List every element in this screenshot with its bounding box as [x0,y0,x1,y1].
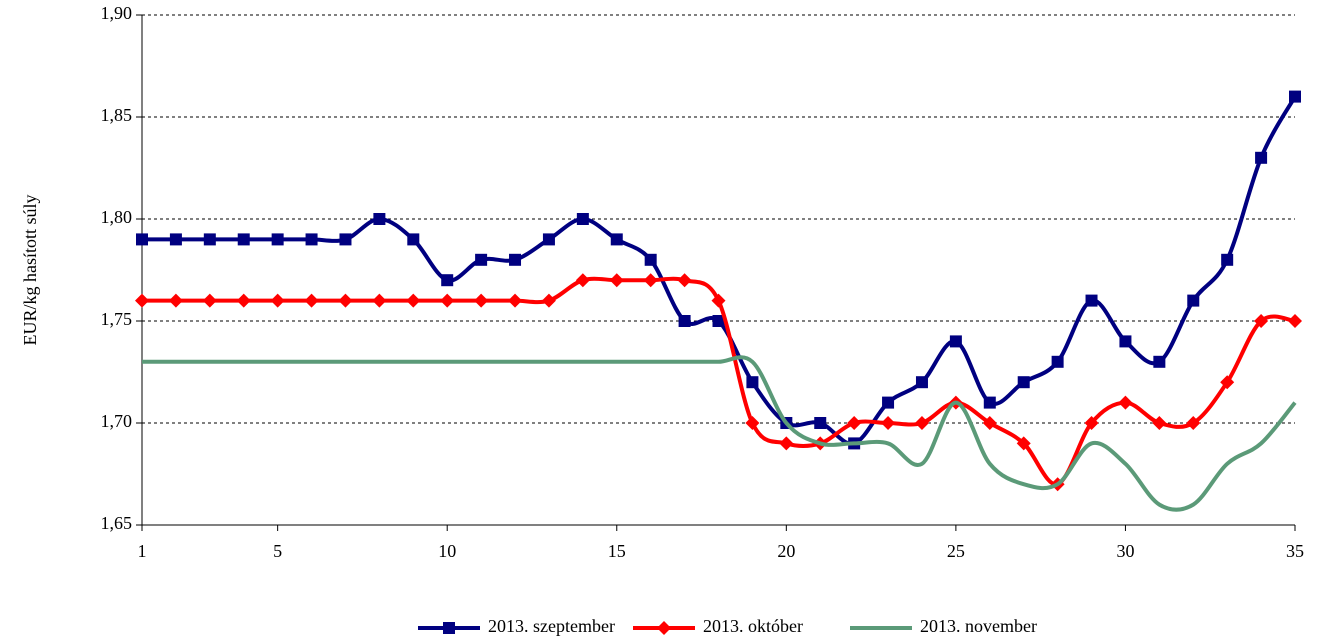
marker [270,293,285,308]
marker [542,233,555,246]
x-tick-label: 5 [273,541,282,561]
x-tick-label: 30 [1116,541,1134,561]
marker [644,253,657,266]
series-line [141,276,1296,487]
marker [609,273,624,288]
marker [236,293,251,308]
series-line [141,355,1297,512]
marker [746,376,759,389]
marker [847,416,862,430]
marker [440,293,455,308]
marker [202,293,217,308]
marker [237,233,250,246]
marker [1187,294,1200,307]
marker [168,293,183,308]
marker [407,233,420,246]
marker [678,315,691,327]
marker [1085,294,1098,307]
x-tick-label: 25 [947,541,965,561]
y-tick-label: 1,85 [101,105,133,125]
marker [1288,314,1302,328]
marker [643,273,658,288]
marker [881,416,896,430]
marker [339,233,352,246]
marker [1254,314,1269,328]
marker [304,293,319,308]
marker [372,293,387,308]
marker [814,417,827,429]
marker [443,622,455,634]
y-tick-label: 1,80 [101,207,133,227]
marker [1119,335,1132,348]
marker [169,233,182,246]
y-axis-label: EUR/kg hasított súly [20,194,40,345]
legend-label: 2013. szeptember [488,616,615,636]
x-tick-label: 15 [608,541,626,561]
marker [1220,375,1235,390]
marker [677,273,692,288]
x-tick-label: 1 [138,541,147,561]
marker [1152,416,1167,430]
marker [441,274,454,287]
marker [1221,253,1234,266]
marker [914,416,929,430]
y-tick-label: 1,65 [101,513,133,533]
marker [474,293,489,308]
marker [203,233,216,246]
y-tick-label: 1,90 [101,3,133,23]
marker [475,253,488,266]
marker [1186,416,1201,430]
marker [406,293,421,308]
series-line [142,95,1297,446]
legend-label: 2013. október [703,616,803,636]
marker [136,233,148,246]
y-tick-label: 1,75 [101,309,133,329]
marker [575,273,590,288]
marker [983,396,996,409]
marker [949,335,962,348]
marker [982,416,997,430]
marker [657,621,671,635]
marker [509,253,522,266]
marker [1153,355,1166,368]
marker [1017,376,1030,389]
x-tick-label: 35 [1286,541,1304,561]
y-tick-label: 1,70 [101,411,133,431]
marker [882,396,895,409]
marker [712,315,725,327]
marker [305,233,318,246]
marker [711,293,726,308]
x-tick-label: 20 [777,541,795,561]
marker [576,213,589,225]
marker [1084,416,1099,430]
marker [1051,355,1064,368]
marker [541,293,556,308]
marker [779,436,794,451]
marker [745,416,760,430]
marker [338,293,353,308]
marker [1289,90,1301,103]
marker [1255,151,1268,164]
x-tick-label: 10 [438,541,456,561]
marker [1016,436,1031,451]
marker [610,233,623,246]
marker [508,293,523,308]
marker [1118,395,1133,410]
marker [915,376,928,389]
marker [373,213,386,225]
marker [271,233,284,246]
legend-label: 2013. november [920,616,1037,636]
marker [135,293,149,308]
